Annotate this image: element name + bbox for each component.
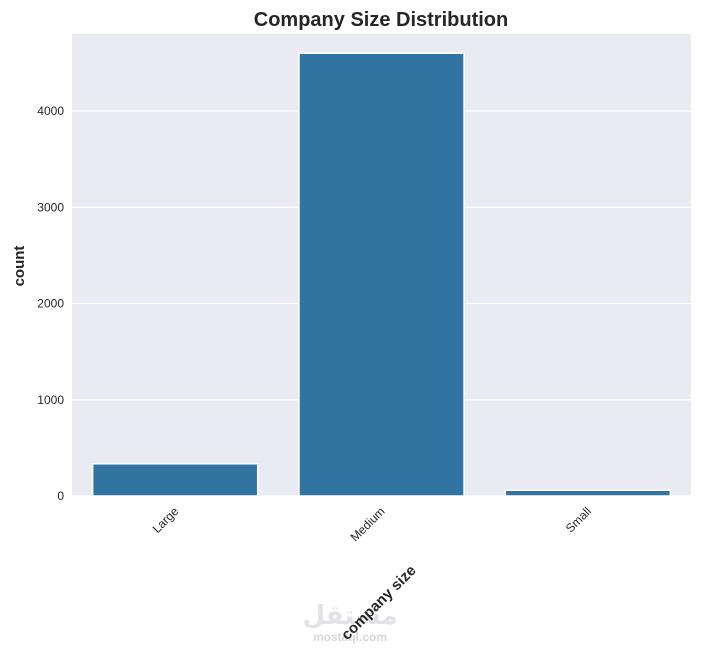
bar-medium (298, 52, 465, 497)
y-tick-label: 4000 (37, 104, 64, 118)
x-tick-label: Medium (348, 504, 388, 544)
y-tick-label: 3000 (37, 200, 64, 214)
y-tick-label: 0 (57, 489, 64, 503)
chart-title: Company Size Distribution (254, 9, 508, 31)
x-tick-label: Small (563, 504, 594, 535)
bars (91, 52, 672, 497)
bar-small (504, 489, 672, 497)
x-tick-label: Large (150, 504, 182, 536)
y-axis-label: count (11, 246, 28, 287)
bar-large (91, 463, 259, 497)
watermark: مستقل mostaql.com (302, 600, 397, 644)
y-tick-label: 2000 (37, 297, 64, 311)
watermark-text: mostaql.com (313, 630, 387, 644)
y-tick-label: 1000 (37, 393, 64, 407)
watermark-logo: مستقل (302, 600, 397, 630)
y-axis: 0 1000 2000 3000 4000 (37, 104, 64, 503)
x-axis: Large Medium Small (150, 504, 594, 544)
